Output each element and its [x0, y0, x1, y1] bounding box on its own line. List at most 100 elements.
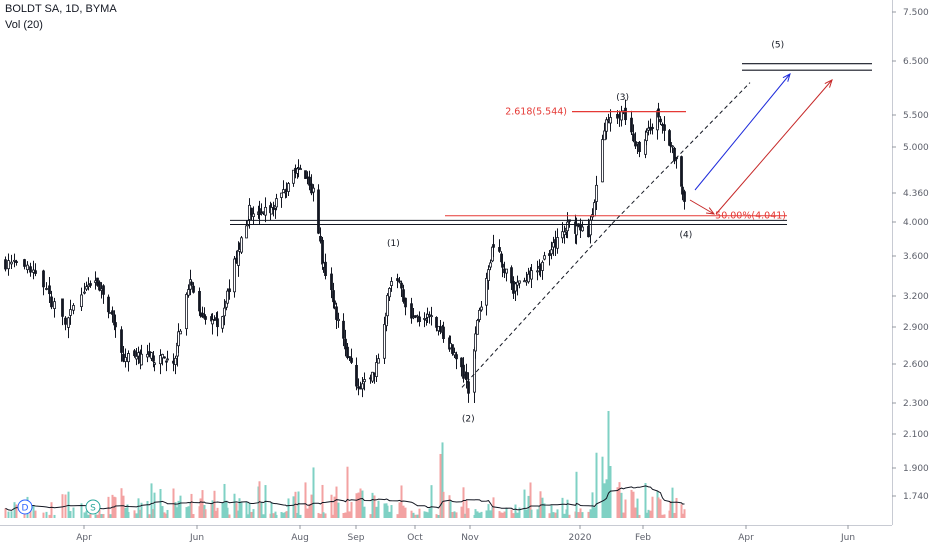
time-tick-label: Sep	[348, 533, 365, 543]
candle-body	[228, 288, 231, 293]
volume-bar	[369, 514, 372, 518]
candle-body	[355, 364, 358, 387]
candle	[566, 212, 569, 239]
candle	[61, 298, 64, 326]
projection-arrow-red	[715, 79, 833, 215]
candle-body	[324, 261, 327, 276]
candle	[198, 287, 201, 316]
candle-body	[15, 261, 18, 263]
candle	[492, 234, 495, 258]
candle	[451, 344, 454, 356]
volume-bar	[525, 509, 528, 518]
candle-body	[474, 333, 477, 352]
volume-bar	[61, 494, 64, 518]
candle	[465, 363, 468, 389]
candle-body	[258, 208, 261, 215]
candle-body	[489, 262, 492, 268]
candle-body	[333, 300, 336, 305]
volume-ma-line	[5, 485, 685, 511]
candle	[603, 122, 606, 141]
volume-bar	[414, 514, 417, 518]
candle	[252, 206, 255, 225]
candle-body	[213, 319, 216, 321]
volume-bar	[439, 453, 442, 518]
volume-bar	[449, 501, 452, 518]
wave-label: (1)	[387, 239, 400, 249]
volume-bar	[418, 508, 421, 518]
candle	[7, 253, 10, 276]
candle	[124, 348, 127, 368]
volume-bar	[140, 502, 143, 518]
dividend-marker: D	[17, 499, 33, 515]
candle	[192, 282, 195, 294]
volume-bar	[238, 498, 241, 518]
time-tick-label: Jun	[840, 533, 855, 543]
candle	[308, 170, 311, 191]
candle	[595, 175, 598, 211]
candle	[489, 259, 492, 271]
volume-bar	[390, 505, 393, 518]
fib-extension-label: 2.618(5.544)	[505, 107, 567, 118]
volume-bar	[199, 498, 202, 518]
candle	[245, 220, 248, 239]
candle	[29, 262, 32, 277]
candle-body	[451, 344, 454, 354]
volume-bar	[595, 452, 598, 518]
volume-bar	[683, 509, 686, 518]
candle-body	[337, 318, 340, 321]
candle-body	[23, 259, 26, 267]
candle	[659, 116, 662, 125]
candle	[179, 328, 182, 335]
candle	[388, 287, 391, 302]
candle-body	[632, 133, 635, 142]
candle-body	[13, 259, 16, 262]
volume-bar	[330, 494, 333, 518]
candle-body	[638, 141, 641, 152]
candle	[292, 169, 295, 187]
candle-body	[150, 352, 153, 359]
candle-body	[287, 183, 290, 192]
candle	[282, 180, 285, 194]
volume-bar	[680, 504, 683, 518]
candle-body	[7, 260, 10, 270]
volume-bar	[634, 507, 637, 518]
candle	[348, 356, 351, 362]
candle-body	[383, 324, 386, 359]
candle-body	[275, 198, 278, 208]
volume-bar	[10, 511, 13, 518]
candle	[455, 351, 458, 370]
dividend-marker-text: D	[22, 504, 29, 514]
candle-body	[146, 353, 149, 358]
candle	[335, 302, 338, 330]
volume-bar	[109, 514, 112, 518]
candle	[342, 313, 345, 347]
volume-bar	[467, 508, 470, 518]
volume-bar	[579, 508, 582, 518]
volume-bar	[373, 495, 376, 518]
candle-body	[609, 117, 612, 124]
candle	[442, 321, 445, 343]
volume-bar	[609, 466, 612, 518]
candle	[216, 311, 219, 337]
candle	[638, 141, 641, 158]
candle-body	[98, 281, 101, 291]
candle-body	[107, 296, 110, 313]
candle-body	[48, 285, 51, 295]
volume-bar	[607, 410, 610, 518]
projection-arrow-blue-head	[782, 73, 791, 82]
projection-arrow-red-shaft	[715, 79, 833, 215]
candle-body	[67, 317, 70, 328]
candle-body	[593, 202, 596, 217]
candle	[527, 267, 530, 284]
volume-bar	[124, 507, 127, 518]
volume-bar	[355, 493, 358, 518]
candle	[317, 184, 320, 235]
candle	[663, 116, 666, 141]
candle	[624, 99, 627, 125]
price-tick-label: 6.500	[903, 57, 929, 67]
candle-body	[153, 362, 156, 365]
volume-bar	[34, 510, 37, 518]
candle-body	[462, 364, 465, 379]
volume-bar	[335, 486, 338, 518]
